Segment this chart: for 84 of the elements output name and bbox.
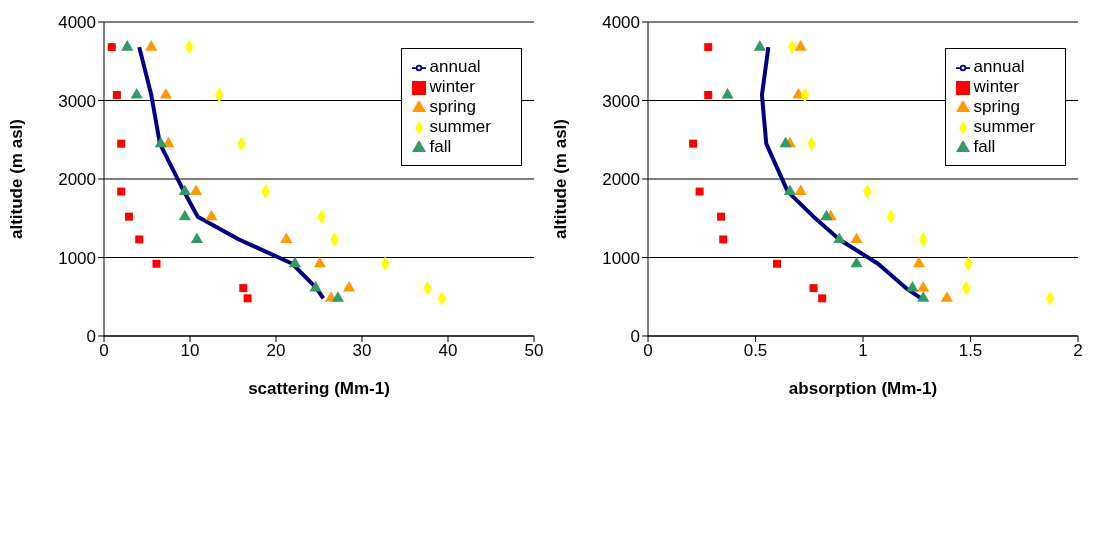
y-tick-label: 3000 [58, 91, 96, 111]
x-axis-title: scattering (Mm-1) [248, 379, 390, 398]
point [753, 40, 766, 51]
point [833, 232, 846, 243]
point [912, 256, 925, 268]
point [154, 136, 167, 148]
x-tick-label: 40 [438, 341, 458, 361]
point [189, 184, 203, 196]
x-tick-label: 0 [643, 341, 653, 361]
x-tick-label: 2 [1073, 341, 1083, 361]
point [178, 209, 191, 221]
point [717, 212, 726, 221]
point [343, 281, 356, 292]
point [917, 291, 930, 302]
y-tick-label: 1000 [602, 248, 640, 268]
legend-label: summer [429, 117, 491, 136]
legend-label: summer [973, 117, 1035, 136]
point [280, 232, 293, 243]
point [779, 136, 792, 148]
y-tick-label: 4000 [58, 13, 96, 33]
point [794, 184, 807, 196]
point [917, 281, 930, 292]
legend-label: spring [973, 97, 1020, 116]
point [719, 235, 728, 244]
point [704, 91, 713, 99]
point [190, 232, 203, 243]
point [704, 43, 713, 52]
y-tick-label: 0 [630, 327, 640, 347]
y-tick-label: 1000 [58, 248, 96, 268]
x-tick-label: 1.5 [958, 341, 983, 361]
point [331, 291, 344, 302]
x-tick-label: 20 [266, 341, 286, 361]
point [850, 232, 863, 243]
x-tick-label: 10 [180, 341, 200, 361]
x-tick-label: 0.5 [743, 341, 768, 361]
y-tick-label: 3000 [602, 91, 640, 111]
point [107, 43, 116, 52]
point [205, 209, 218, 221]
point [309, 281, 322, 292]
y-tick-label: 2000 [58, 170, 96, 190]
legend-label: fall [429, 137, 452, 156]
point [940, 291, 953, 302]
point [112, 91, 121, 99]
point [818, 294, 827, 303]
legend-label: spring [429, 97, 476, 116]
x-tick-label: 30 [352, 341, 372, 361]
point [850, 256, 863, 268]
point [695, 187, 704, 196]
y-tick-label: 4000 [602, 13, 640, 33]
point [239, 284, 248, 293]
y-tick-label: 2000 [602, 170, 640, 190]
point [783, 184, 796, 196]
point [773, 259, 781, 268]
legend-label: winter [429, 77, 475, 96]
x-tick-label: 1 [858, 341, 868, 361]
x-tick-label: 0 [99, 341, 109, 361]
legend-label: fall [973, 137, 996, 156]
x-tick-label: 50 [524, 341, 544, 361]
y-axis-title: altitude (m asl) [7, 119, 27, 239]
point [689, 139, 698, 148]
point [117, 187, 126, 196]
point [820, 209, 833, 221]
y-axis-title: altitude (m asl) [551, 119, 571, 239]
point [243, 294, 252, 303]
point [794, 40, 807, 51]
point [159, 87, 172, 99]
point [135, 235, 144, 244]
point [809, 284, 818, 293]
point [130, 87, 143, 99]
y-tick-label: 0 [86, 327, 96, 347]
legend-label: annual [429, 57, 481, 76]
point [117, 139, 126, 148]
point [152, 259, 161, 268]
point [288, 256, 301, 268]
point [906, 281, 919, 292]
point [721, 87, 734, 99]
point [313, 256, 326, 268]
point [124, 212, 133, 221]
legend-label: winter [973, 77, 1019, 96]
legend-label: annual [973, 57, 1025, 76]
point [145, 40, 158, 51]
point [121, 40, 134, 51]
x-axis-title: absorption (Mm-1) [788, 379, 938, 398]
point [178, 184, 191, 196]
